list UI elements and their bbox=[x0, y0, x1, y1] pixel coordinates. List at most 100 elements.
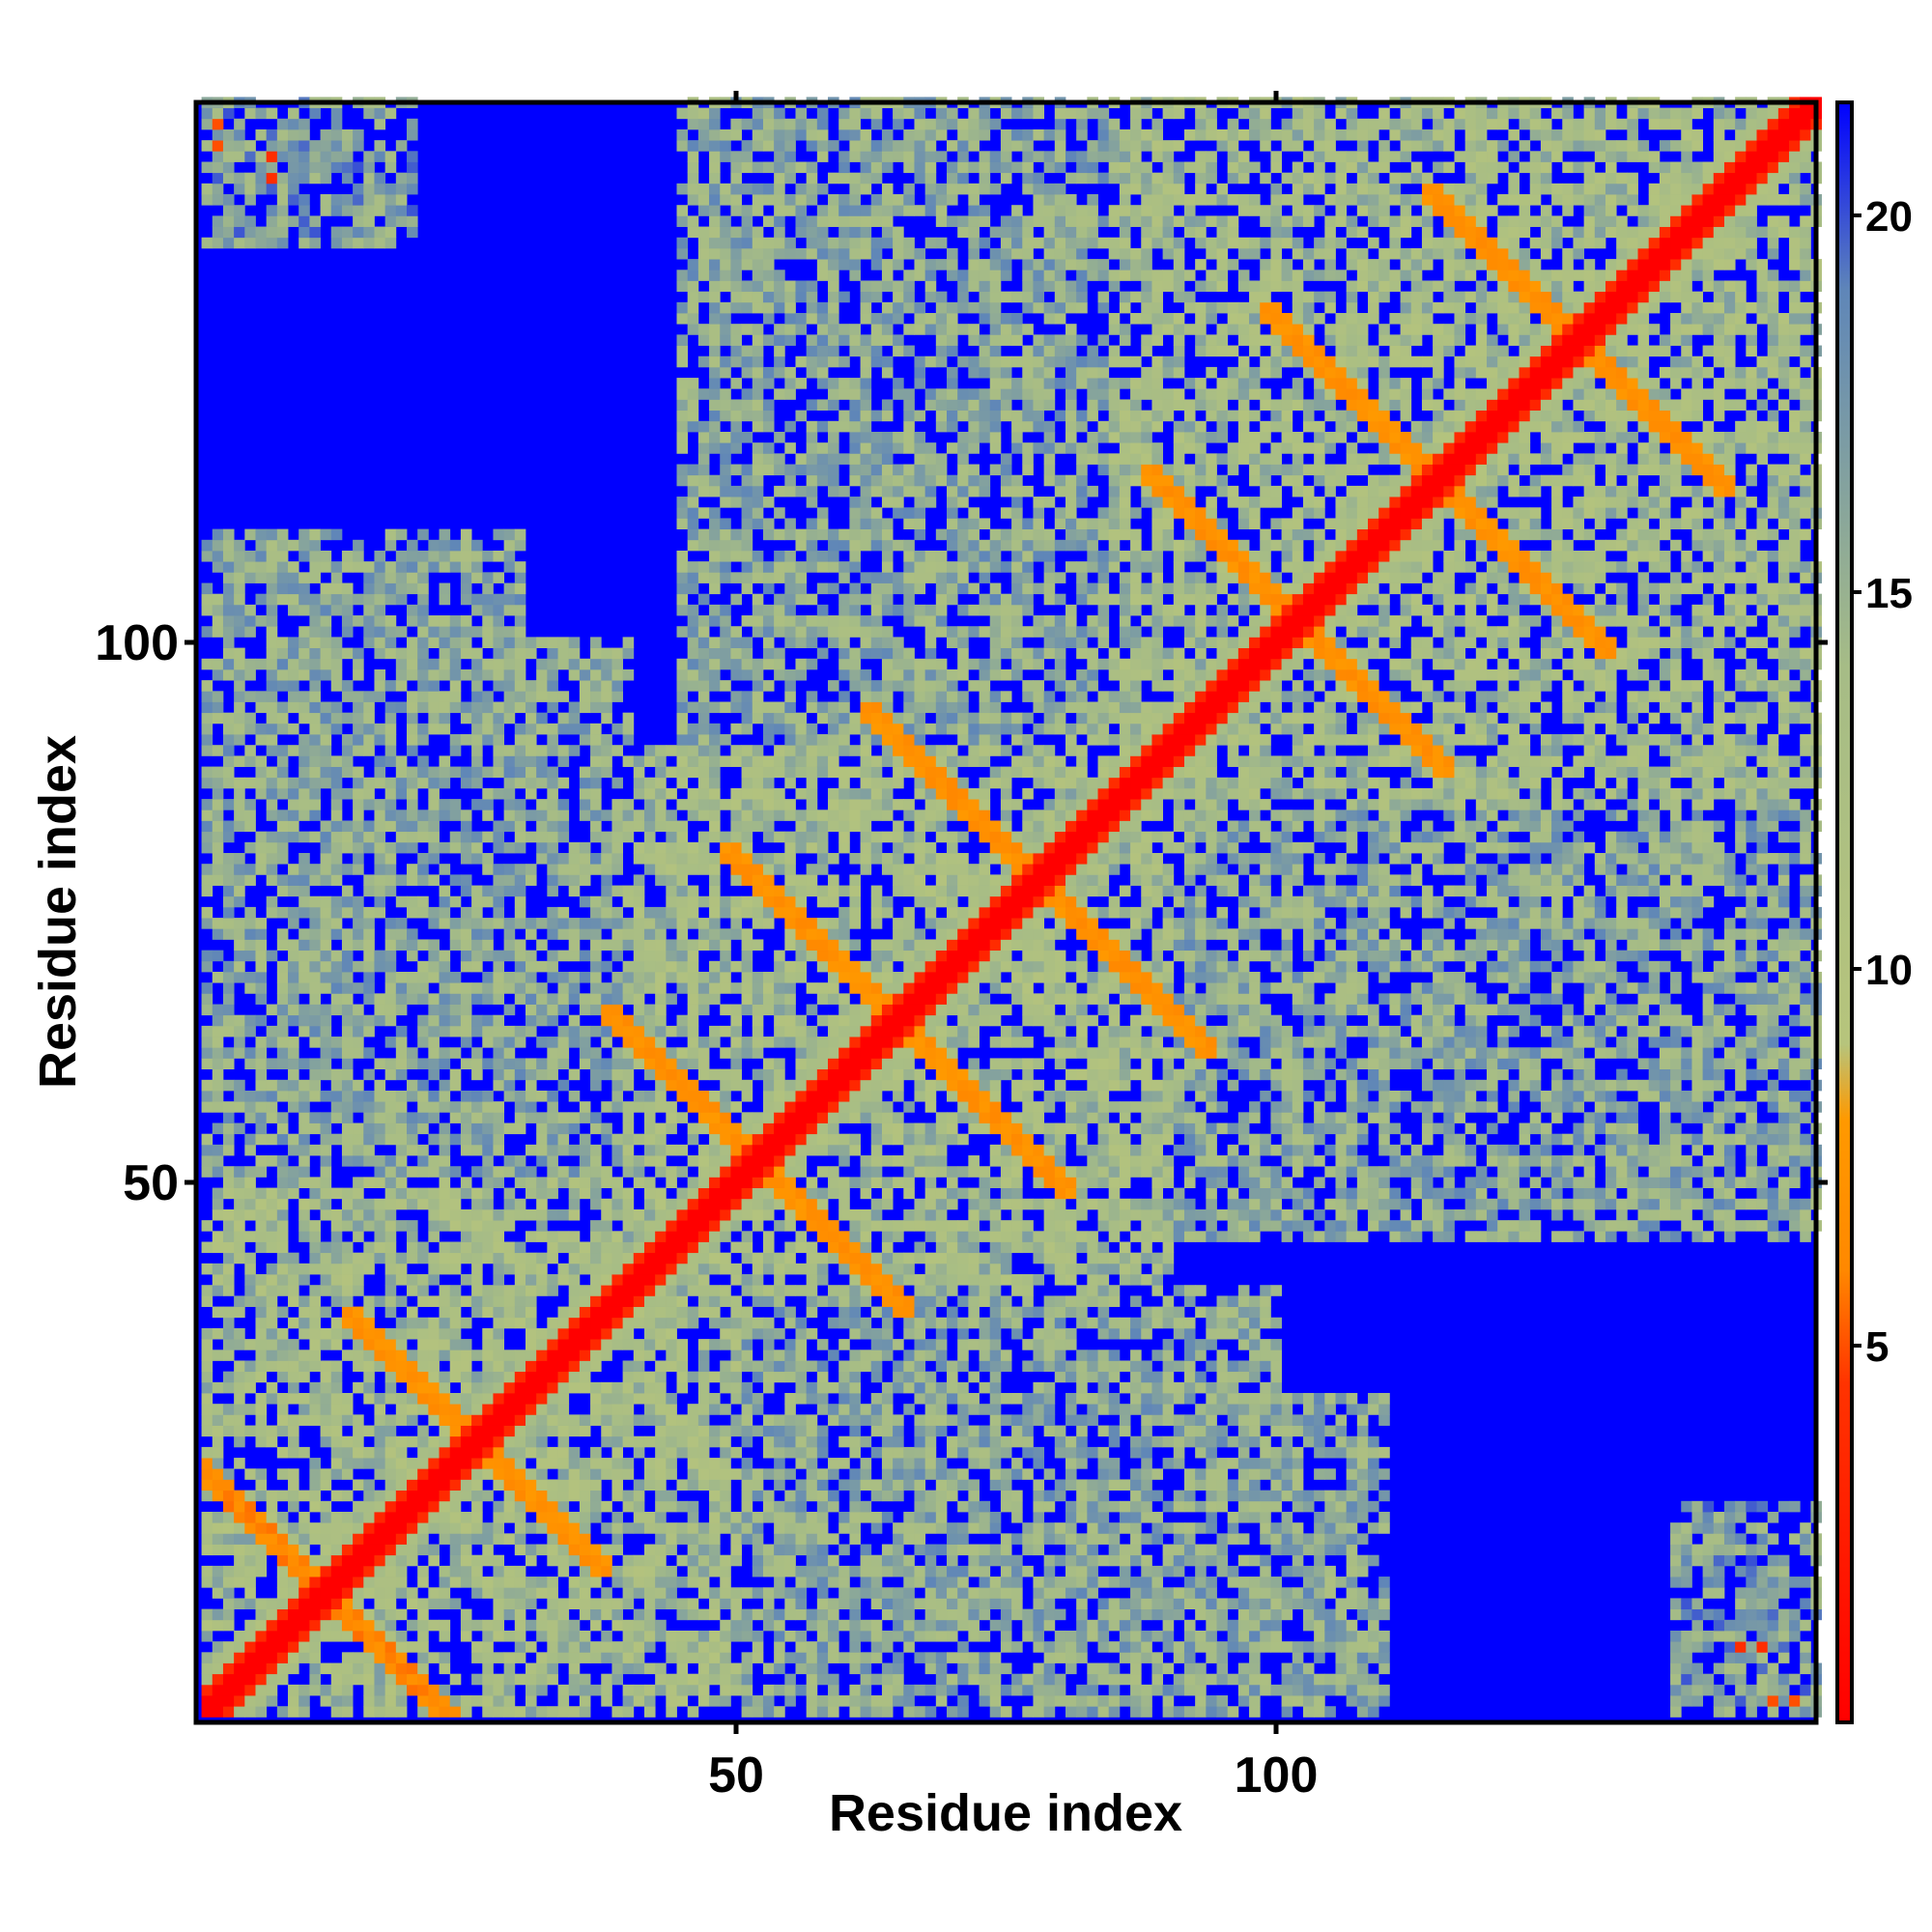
heatmap-cell bbox=[276, 787, 289, 800]
heatmap-cell bbox=[330, 1079, 343, 1092]
heatmap-cell bbox=[341, 1695, 354, 1707]
heatmap-cell bbox=[503, 1414, 516, 1426]
heatmap-cell bbox=[697, 734, 710, 746]
heatmap-cell bbox=[244, 604, 256, 616]
heatmap-cell bbox=[330, 161, 343, 174]
heatmap-cell bbox=[384, 939, 397, 952]
heatmap-cell bbox=[320, 1577, 332, 1588]
heatmap-cell bbox=[730, 291, 742, 303]
heatmap-cell bbox=[244, 712, 256, 724]
heatmap-cell bbox=[276, 1037, 289, 1048]
heatmap-cell bbox=[676, 1479, 689, 1492]
heatmap-cell bbox=[449, 1068, 462, 1081]
heatmap-cell bbox=[579, 1263, 591, 1275]
heatmap-cell bbox=[762, 1446, 775, 1459]
heatmap-cell bbox=[762, 810, 775, 821]
heatmap-cell bbox=[666, 939, 677, 952]
heatmap-cell bbox=[201, 140, 213, 152]
heatmap-cell bbox=[730, 1533, 742, 1545]
heatmap-cell bbox=[298, 787, 310, 800]
heatmap-cell bbox=[244, 528, 256, 541]
heatmap-cell bbox=[460, 831, 472, 843]
heatmap-cell bbox=[503, 1068, 516, 1081]
heatmap-cell bbox=[697, 442, 710, 454]
heatmap-cell bbox=[730, 572, 742, 583]
heatmap-cell bbox=[298, 1058, 310, 1070]
heatmap-cell bbox=[374, 1544, 386, 1556]
heatmap-cell bbox=[666, 1652, 677, 1663]
heatmap-cell bbox=[353, 1317, 364, 1329]
heatmap-cell bbox=[611, 658, 624, 670]
heatmap-cell bbox=[568, 939, 581, 952]
heatmap-cell bbox=[234, 128, 245, 141]
heatmap-cell bbox=[244, 918, 256, 929]
heatmap-cell bbox=[676, 507, 689, 519]
heatmap-cell bbox=[633, 1241, 645, 1254]
heatmap-cell bbox=[655, 918, 667, 929]
heatmap-cell bbox=[503, 626, 516, 638]
heatmap-cell bbox=[341, 1587, 354, 1599]
heatmap-cell bbox=[536, 658, 548, 670]
heatmap-cell bbox=[374, 1122, 386, 1135]
heatmap-cell bbox=[720, 539, 731, 552]
heatmap-cell bbox=[676, 895, 689, 908]
heatmap-cell bbox=[384, 950, 397, 962]
heatmap-cell bbox=[493, 971, 505, 983]
heatmap-cell bbox=[622, 1695, 635, 1707]
heatmap-cell bbox=[374, 1652, 386, 1663]
heatmap-cell bbox=[557, 993, 570, 1005]
heatmap-cell bbox=[568, 1350, 581, 1361]
heatmap-cell bbox=[655, 1241, 667, 1254]
heatmap-cell bbox=[439, 810, 451, 821]
heatmap-cell bbox=[212, 550, 224, 562]
heatmap-cell bbox=[557, 755, 570, 767]
heatmap-cell bbox=[611, 993, 624, 1005]
heatmap-cell bbox=[730, 497, 742, 508]
heatmap-cell bbox=[234, 1014, 245, 1027]
heatmap-cell bbox=[201, 1058, 213, 1070]
heatmap-cell bbox=[579, 1306, 591, 1319]
heatmap-cell bbox=[774, 950, 785, 962]
heatmap-cell bbox=[374, 1252, 386, 1264]
heatmap-cell bbox=[622, 1133, 635, 1146]
heatmap-cell bbox=[741, 831, 753, 843]
heatmap-cell bbox=[687, 895, 699, 908]
heatmap-cell bbox=[730, 1037, 742, 1048]
heatmap-cell bbox=[536, 1263, 548, 1275]
heatmap-cell bbox=[482, 550, 494, 562]
heatmap-cell bbox=[222, 766, 235, 779]
heatmap-cell bbox=[471, 1231, 483, 1242]
heatmap-cell bbox=[774, 431, 785, 443]
heatmap-cell bbox=[774, 1371, 785, 1383]
heatmap-cell bbox=[568, 658, 581, 670]
heatmap-cell bbox=[611, 1339, 624, 1350]
heatmap-cell bbox=[395, 787, 408, 800]
heatmap-cell bbox=[720, 1522, 731, 1534]
heatmap-cell bbox=[720, 1565, 731, 1577]
heatmap-cell bbox=[655, 1479, 667, 1492]
heatmap-cell bbox=[697, 1112, 710, 1123]
heatmap-cell bbox=[309, 658, 321, 670]
heatmap-cell bbox=[666, 1695, 677, 1707]
heatmap-cell bbox=[330, 1565, 343, 1577]
heatmap-cell bbox=[525, 1231, 537, 1242]
heatmap-cell bbox=[579, 1673, 591, 1686]
heatmap-cell bbox=[212, 1619, 224, 1632]
heatmap-cell bbox=[460, 1360, 472, 1373]
heatmap-cell bbox=[579, 841, 591, 854]
heatmap-cell bbox=[255, 1468, 268, 1480]
heatmap-cell bbox=[309, 572, 321, 583]
heatmap-cell bbox=[439, 1090, 451, 1102]
heatmap-cell bbox=[449, 1166, 462, 1178]
heatmap-cell bbox=[234, 1231, 245, 1242]
heatmap-cell bbox=[666, 831, 677, 843]
heatmap-cell bbox=[514, 1166, 526, 1178]
heatmap-cell bbox=[568, 1068, 581, 1081]
heatmap-cell bbox=[676, 712, 689, 724]
heatmap-cell bbox=[471, 950, 483, 962]
heatmap-cell bbox=[330, 874, 343, 886]
heatmap-cell bbox=[374, 810, 386, 821]
heatmap-cell bbox=[407, 1404, 418, 1415]
heatmap-cell bbox=[288, 723, 299, 735]
heatmap-cell bbox=[407, 1058, 418, 1070]
